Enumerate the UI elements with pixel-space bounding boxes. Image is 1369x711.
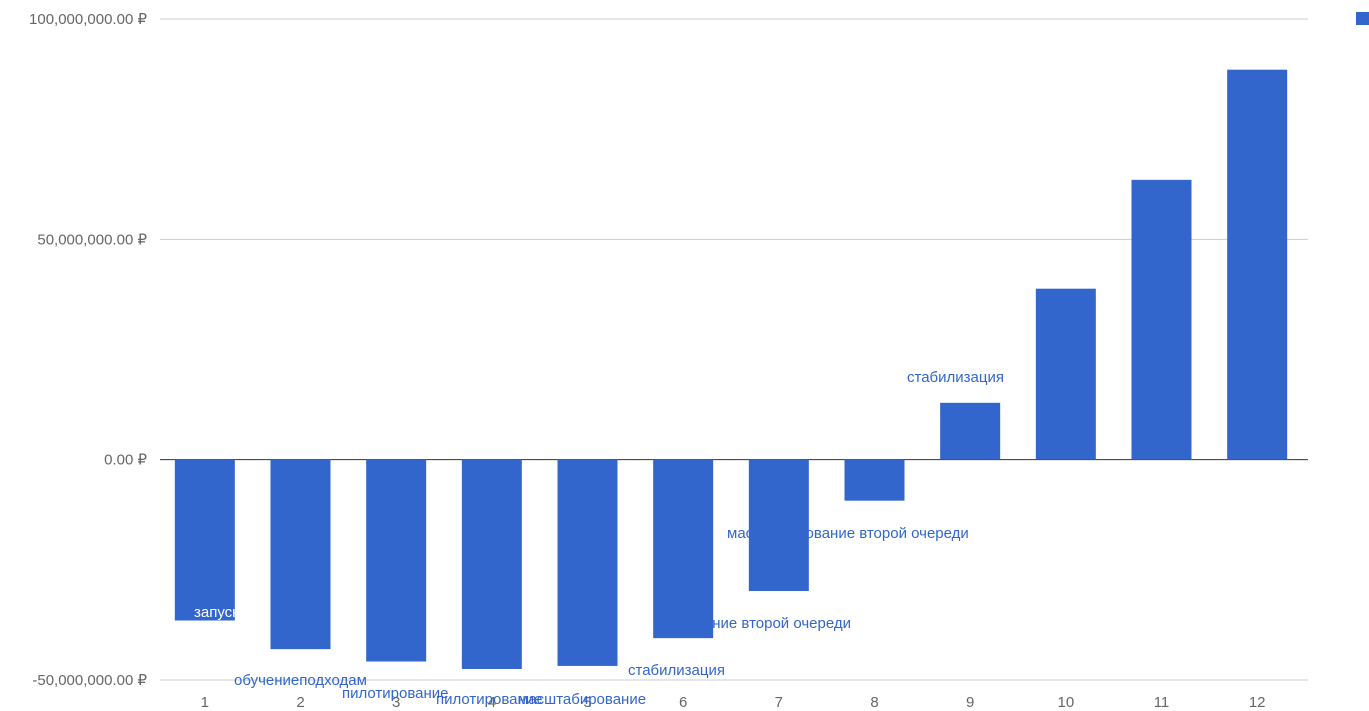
x-tick-label: 6	[679, 694, 687, 711]
bar-4	[461, 459, 522, 669]
bar-11	[1131, 179, 1192, 460]
bar-9	[940, 402, 1001, 460]
x-tick-label: 5	[583, 694, 591, 711]
annotation-label: обучениеподходам	[234, 672, 367, 689]
bar-8	[844, 459, 905, 501]
bar-2	[270, 459, 331, 650]
x-tick-label: 8	[870, 694, 878, 711]
x-tick-label: 10	[1057, 694, 1074, 711]
x-axis-ticks: 1 2 3 4 5 6 7 8 9 10 11 12	[201, 694, 1266, 711]
y-tick-label: -50,000,000.00 ₽	[32, 672, 147, 689]
gridlines	[160, 18, 1308, 681]
bar-3	[366, 459, 427, 662]
x-tick-label: 12	[1249, 694, 1266, 711]
x-tick-label: 1	[201, 694, 209, 711]
x-tick-label: 3	[392, 694, 400, 711]
bar-12	[1227, 69, 1288, 460]
y-tick-label: 100,000,000.00 ₽	[29, 11, 147, 28]
y-tick-label: 0.00 ₽	[104, 452, 147, 469]
bar-7	[748, 459, 809, 591]
y-tick-label: 50,000,000.00 ₽	[37, 231, 147, 248]
bar-1	[174, 459, 235, 621]
annotation-label: стабилизация	[628, 662, 725, 679]
annotation-label: стабилизация	[907, 369, 1004, 386]
annotation-label: запуск	[194, 604, 239, 621]
bar-10	[1035, 288, 1096, 460]
legend-swatch	[1356, 12, 1369, 25]
y-axis-ticks: 100,000,000.00 ₽ 50,000,000.00 ₽ 0.00 ₽ -50…	[29, 11, 147, 689]
annotation-label: обучение второй очереди	[672, 615, 851, 632]
bars	[174, 69, 1288, 669]
x-tick-label: 9	[966, 694, 974, 711]
x-tick-label: 7	[775, 694, 783, 711]
bar-6	[653, 459, 714, 639]
annotation-label: пилотирование	[436, 691, 543, 708]
x-tick-label: 4	[488, 694, 496, 711]
annotation-label: пилотирование	[342, 685, 449, 702]
annotation-label: масштабирование	[518, 691, 646, 708]
annotations: запускобучениеподходампилотированиепилот…	[194, 369, 1004, 708]
x-tick-label: 2	[296, 694, 304, 711]
x-tick-label: 11	[1154, 694, 1170, 711]
annotation-label: масштабирование второй очереди	[727, 525, 969, 542]
bar-5	[557, 459, 618, 666]
